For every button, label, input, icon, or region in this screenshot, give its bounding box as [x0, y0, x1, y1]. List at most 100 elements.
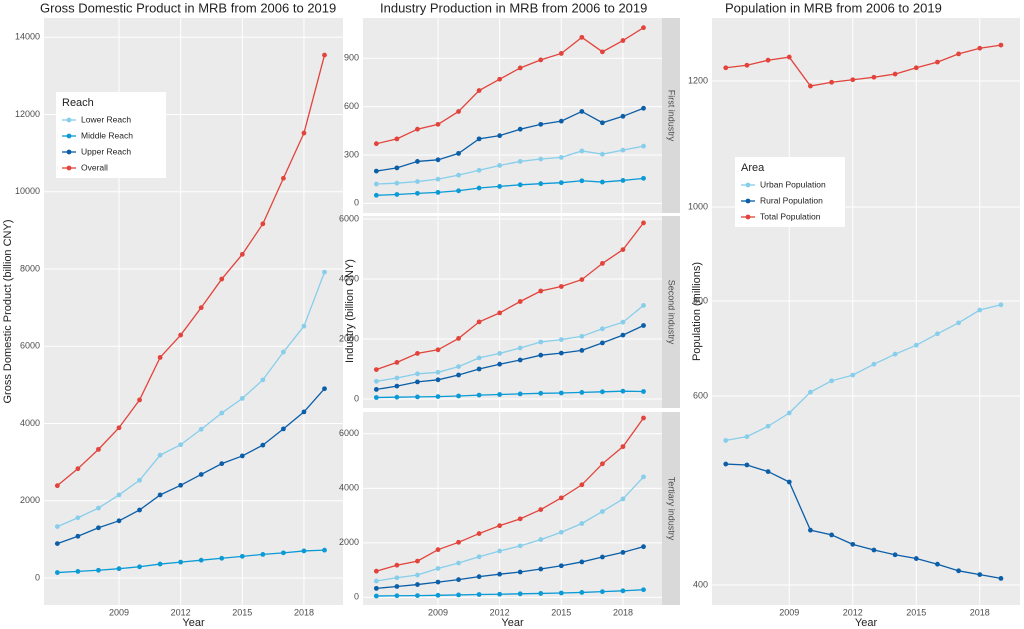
data-point — [198, 426, 204, 432]
legend-swatch — [745, 214, 751, 220]
y-tick-label: 12000 — [15, 109, 40, 119]
x-tick-label: 2015 — [232, 607, 252, 617]
data-point — [497, 548, 503, 554]
data-point — [600, 509, 605, 514]
data-point — [198, 472, 204, 477]
data-point — [54, 570, 60, 575]
series-line — [725, 44, 1002, 87]
data-point — [435, 394, 441, 399]
data-point — [476, 355, 482, 361]
data-point — [517, 299, 523, 304]
data-point — [373, 367, 379, 372]
data-point — [871, 74, 877, 80]
data-point — [415, 572, 420, 578]
x-tick-label: 2015 — [551, 607, 571, 617]
data-point — [600, 261, 605, 266]
data-point — [620, 496, 626, 502]
data-point — [394, 394, 400, 400]
data-point — [538, 537, 544, 542]
data-point — [579, 348, 585, 353]
data-point — [301, 548, 307, 554]
data-point — [765, 57, 771, 63]
series-line — [376, 546, 644, 590]
data-point — [497, 310, 503, 316]
data-point — [538, 390, 544, 396]
x-tick-label: 2018 — [294, 607, 314, 617]
data-point — [538, 507, 544, 512]
data-point — [373, 387, 379, 392]
data-point — [641, 175, 646, 181]
data-point — [620, 113, 626, 119]
data-point — [96, 446, 101, 452]
data-point — [281, 175, 286, 181]
data-point — [456, 372, 461, 378]
data-point — [373, 585, 379, 591]
data-point — [456, 539, 461, 545]
y-tick-label: 900 — [344, 53, 359, 63]
legend-swatch — [745, 182, 751, 188]
data-point — [641, 220, 646, 226]
data-point — [157, 561, 163, 567]
data-point — [456, 393, 461, 399]
data-point — [415, 558, 420, 564]
data-point — [497, 351, 503, 356]
data-point — [913, 342, 919, 348]
x-tick-label: 2012 — [171, 607, 191, 617]
data-point — [476, 167, 482, 173]
data-point — [517, 126, 523, 132]
data-point — [394, 360, 400, 365]
data-point — [456, 188, 461, 194]
series-line — [376, 177, 644, 196]
data-point — [96, 505, 101, 511]
data-point — [497, 133, 503, 139]
data-point — [517, 182, 523, 188]
chart-title: Population in MRB from 2006 to 2019 — [725, 0, 942, 15]
data-point — [538, 156, 544, 162]
data-point — [956, 568, 962, 574]
data-point — [394, 562, 400, 568]
data-point — [116, 425, 122, 431]
data-point — [956, 51, 962, 57]
series-line — [376, 27, 644, 145]
data-point — [456, 150, 461, 156]
series-line — [376, 145, 644, 185]
legend-label: Overall — [81, 162, 108, 172]
data-point — [301, 409, 307, 415]
series-line — [725, 304, 1002, 442]
data-point — [558, 563, 564, 569]
data-point — [517, 345, 523, 351]
data-point — [620, 388, 626, 394]
data-point — [558, 118, 564, 124]
data-point — [157, 492, 163, 498]
data-point — [322, 386, 327, 392]
y-tick-label: 6000 — [20, 341, 40, 351]
data-point — [579, 559, 585, 565]
y-tick-label: 400 — [693, 579, 708, 589]
data-point — [394, 180, 400, 186]
y-tick-label: 6000 — [339, 213, 359, 223]
data-point — [75, 569, 81, 574]
y-tick-label: 14000 — [15, 32, 40, 42]
legend-label: Total Population — [760, 211, 821, 221]
data-point — [178, 332, 184, 338]
data-point — [829, 532, 835, 538]
data-point — [977, 572, 983, 578]
data-point — [998, 575, 1004, 581]
data-point — [620, 444, 626, 450]
data-point — [579, 482, 585, 488]
series-line — [376, 417, 645, 572]
data-point — [579, 148, 585, 154]
data-point — [260, 377, 266, 383]
data-point — [415, 351, 420, 356]
data-point — [600, 340, 605, 346]
data-point — [558, 51, 564, 56]
data-point — [116, 518, 122, 524]
data-point — [54, 541, 60, 546]
data-point — [641, 105, 646, 111]
data-point — [198, 305, 204, 311]
y-tick-label: 6000 — [339, 428, 359, 438]
data-point — [808, 389, 813, 395]
data-point — [476, 88, 482, 93]
chart-title: Industry Production in MRB from 2006 to … — [380, 0, 647, 15]
data-point — [476, 554, 482, 560]
